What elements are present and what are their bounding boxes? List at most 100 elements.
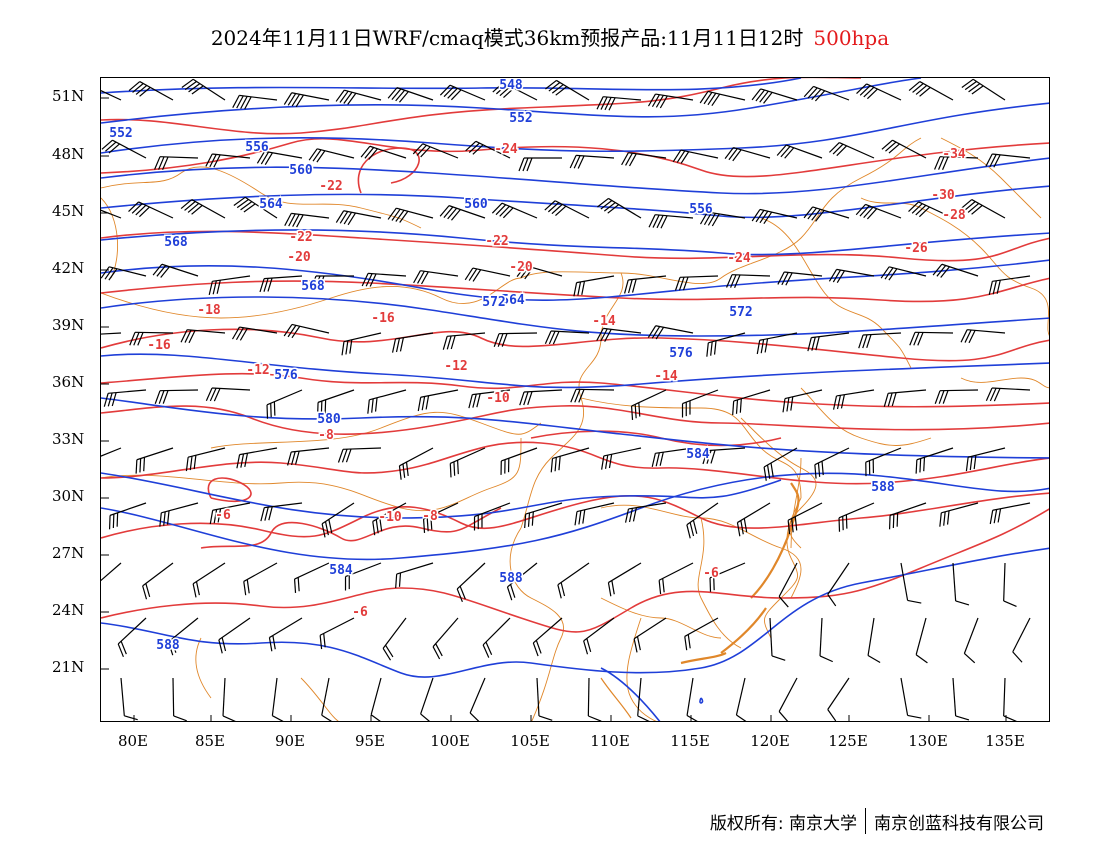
wind-barb	[829, 141, 875, 159]
wind-barb	[233, 196, 278, 219]
boundary-line	[960, 377, 1049, 389]
wind-barb	[961, 78, 1006, 101]
wind-barb	[335, 210, 382, 226]
copyright-right: 南京创蓝科技有限公司	[874, 813, 1044, 834]
wind-barb	[763, 447, 798, 481]
wind-barb	[706, 332, 746, 357]
wind-barb	[881, 139, 927, 159]
wind-barb	[624, 502, 667, 523]
wind-barb	[587, 677, 602, 721]
wind-barb	[524, 502, 563, 529]
wind-barbs	[101, 78, 1031, 721]
title-main: 2024年11月11日WRF/cmaq模式36km预报产品:11月11日12时	[210, 26, 804, 50]
wind-barb	[516, 264, 563, 280]
wind-barb	[293, 562, 330, 593]
wind-barb	[900, 677, 922, 719]
wind-barb	[674, 275, 719, 291]
boundary-line	[509, 527, 565, 721]
wind-barb	[960, 329, 1006, 344]
temperature-contour	[200, 507, 502, 549]
wind-barb	[915, 447, 954, 474]
wind-barb	[596, 96, 642, 111]
y-tick-label: 45N	[52, 202, 85, 220]
temperature-contour	[101, 441, 1049, 485]
wind-barb	[439, 84, 486, 101]
wind-barb	[952, 677, 970, 721]
wind-barb	[159, 502, 199, 527]
wind-barb	[658, 562, 694, 595]
title-level: 500hpa	[813, 26, 890, 50]
x-tick-label: 110E	[590, 732, 630, 750]
y-tick-label: 36N	[52, 373, 85, 391]
temperature-label: -16	[371, 311, 395, 326]
height-label: 576	[669, 346, 693, 361]
wind-barb	[208, 275, 251, 295]
temperature-label: -22	[289, 230, 312, 245]
temperature-label: -6	[215, 508, 231, 523]
wind-barb	[268, 617, 303, 652]
wind-barb	[828, 268, 875, 284]
wind-barb	[391, 332, 434, 353]
x-tick-label: 100E	[430, 732, 470, 750]
temperature-label: -10	[486, 391, 510, 406]
wind-barb	[519, 389, 563, 406]
wind-barb	[803, 206, 850, 222]
height-label: 588	[499, 571, 523, 586]
temperature-label: -12	[246, 363, 269, 378]
wind-barb	[316, 389, 355, 417]
wind-barb	[370, 677, 383, 721]
wind-barb	[778, 677, 798, 721]
map-plot-area: 548 552 552 556 556 560 560 564 564 568 568 572 572 5…	[100, 77, 1050, 722]
wind-barb	[482, 617, 511, 658]
wind-barb	[596, 327, 642, 342]
height-label: 568	[164, 235, 188, 250]
wind-barb	[939, 502, 979, 527]
x-tick-label: 135E	[985, 732, 1025, 750]
wind-barb	[776, 144, 823, 159]
wind-barb	[699, 90, 746, 107]
y-tick-label: 42N	[52, 259, 85, 277]
x-tick-label: 105E	[510, 732, 550, 750]
wind-barb	[180, 199, 226, 219]
wind-barb	[271, 677, 285, 721]
wind-barb	[985, 387, 1031, 402]
temperature-contour	[101, 137, 1049, 178]
height-label: 556	[689, 202, 713, 217]
boundary-line	[760, 217, 912, 369]
wind-barb	[787, 502, 823, 535]
wind-barb	[686, 677, 700, 721]
wind-barb	[624, 275, 667, 294]
temperature-label: -30	[931, 188, 955, 203]
wind-barb	[167, 617, 199, 656]
height-label: 552	[109, 126, 132, 141]
wind-barb	[103, 389, 147, 407]
wind-barb	[101, 332, 122, 336]
height-label: 584	[686, 447, 710, 462]
temperature-labels: -34-30-28-26-24-24-22-22-22-20-20-18-16-…	[146, 141, 968, 622]
wind-barb	[736, 502, 771, 537]
wind-barb	[287, 447, 330, 466]
wind-barb	[647, 325, 694, 340]
wind-barb	[491, 202, 538, 219]
boundary-line	[600, 504, 802, 599]
wind-barb	[395, 562, 434, 589]
wind-barb	[751, 88, 798, 104]
wind-barb	[465, 140, 511, 159]
x-tick-label: 130E	[908, 732, 948, 750]
wind-barb	[838, 502, 875, 532]
wind-barb	[963, 617, 979, 664]
copyright-left: 版权所有: 南京大学	[709, 813, 857, 834]
temperature-label: -28	[942, 208, 966, 223]
wind-barb	[468, 389, 511, 409]
wind-barb	[544, 200, 590, 219]
boundary-line	[195, 637, 212, 699]
boundary-line	[101, 166, 422, 229]
wind-barb	[456, 562, 486, 603]
wind-barb	[337, 447, 382, 463]
wind-barb	[709, 562, 746, 592]
wind-barb	[985, 153, 1031, 168]
boundary-line	[101, 437, 522, 512]
wind-barb	[341, 332, 382, 356]
temperature-label: -24	[494, 142, 518, 157]
wind-barb	[856, 83, 902, 101]
